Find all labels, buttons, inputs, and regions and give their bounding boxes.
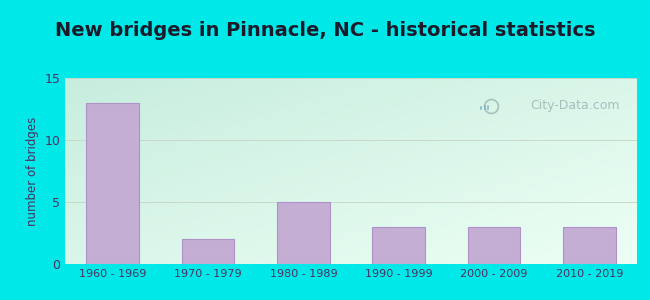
Bar: [563, 227, 616, 264]
Y-axis label: number of bridges: number of bridges: [26, 116, 39, 226]
Text: City-Data.com: City-Data.com: [530, 99, 620, 112]
Bar: [468, 227, 520, 264]
Bar: [372, 227, 425, 264]
Bar: [277, 202, 330, 264]
Bar: [182, 239, 234, 264]
Bar: [86, 103, 139, 264]
Text: New bridges in Pinnacle, NC - historical statistics: New bridges in Pinnacle, NC - historical…: [55, 21, 595, 40]
